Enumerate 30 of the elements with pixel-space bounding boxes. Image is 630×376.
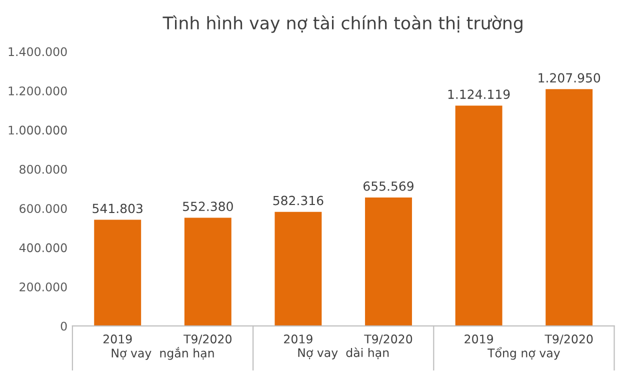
x-tick-label: T9/2020 [544, 334, 593, 344]
data-label: 552.380 [183, 202, 233, 212]
y-tick-label: 1.200.000 [8, 86, 67, 96]
bar [94, 220, 142, 326]
data-label: 655.569 [364, 181, 414, 191]
x-tick-label: T9/2020 [364, 334, 412, 344]
chart-title: Tình hình vay nợ tài chính toàn thị trường [162, 15, 522, 33]
text: Tổng nợ vay [488, 347, 560, 360]
y-tick-label: 0 [60, 322, 67, 331]
y-tick-label: 400.000 [19, 243, 67, 252]
data-label: 1.124.119 [448, 90, 510, 100]
y-tick-label: 200.000 [20, 282, 67, 292]
y-tick-label: 800.000 [20, 164, 67, 174]
x-tick-label: 2019 [464, 334, 493, 344]
bar [546, 89, 593, 326]
data-label: 1.207.950 [538, 73, 600, 83]
bar [274, 212, 322, 326]
bar [455, 106, 502, 326]
x-tick-label: 2019 [284, 334, 312, 344]
data-label: 541.803 [92, 204, 142, 214]
x-tick-label: 2019 [103, 334, 132, 344]
y-tick-label: 1.400.000 [8, 47, 67, 56]
bar [365, 197, 412, 326]
bar [184, 218, 232, 326]
text: Nợ vay dài hạn [298, 347, 389, 360]
data-label: 582.316 [273, 196, 324, 206]
y-tick-label: 1.000.000 [8, 126, 67, 135]
y-tick-label: 600.000 [20, 204, 67, 214]
x-tick-label: T9/2020 [183, 334, 232, 344]
text: Nợ vay ngắn hạn [112, 347, 214, 360]
